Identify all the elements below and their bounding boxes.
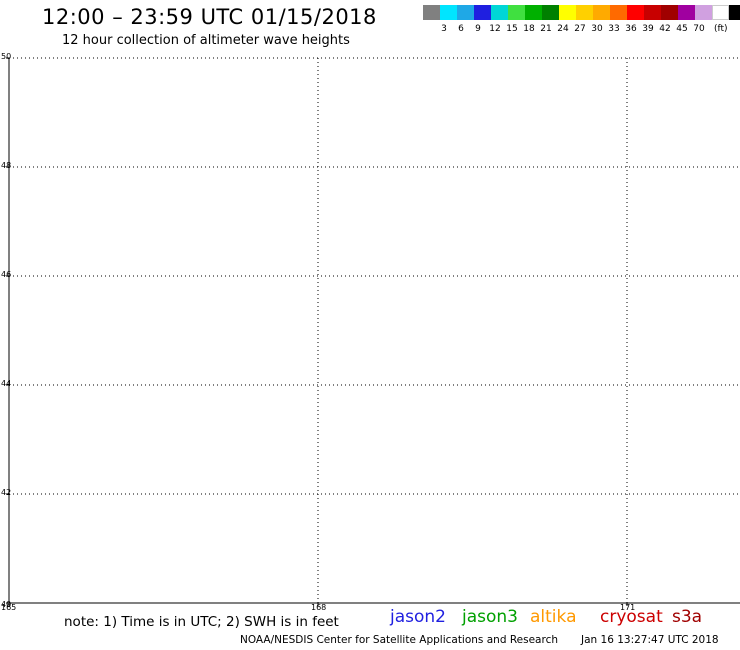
- note-text: note: 1) Time is in UTC; 2) SWH is in fe…: [64, 614, 339, 630]
- scale-swatch: [576, 5, 593, 20]
- scale-swatch: [644, 5, 661, 20]
- scale-label: 6: [458, 24, 464, 34]
- scale-label: 15: [506, 24, 518, 34]
- legend-jason3: jason3: [462, 607, 518, 627]
- scale-label: 36: [625, 24, 637, 34]
- latitude-label: 44: [1, 379, 11, 388]
- scale-label: 42: [659, 24, 671, 34]
- scale-swatch: [474, 5, 491, 20]
- scale-label: 9: [475, 24, 481, 34]
- scale-swatch: [593, 5, 610, 20]
- longitude-label: 171: [620, 603, 635, 612]
- scale-swatch: [423, 5, 440, 20]
- scale-swatch: [440, 5, 457, 20]
- latitude-label: 50: [1, 52, 11, 61]
- footer-credit: NOAA/NESDIS Center for Satellite Applica…: [240, 634, 558, 646]
- scale-swatch: [491, 5, 508, 20]
- scale-swatch: [712, 5, 729, 20]
- scale-label: 70: [693, 24, 705, 34]
- scale-label: 27: [574, 24, 586, 34]
- scale-swatch: [559, 5, 576, 20]
- longitude-label: 165: [1, 603, 16, 612]
- scale-swatch: [661, 5, 678, 20]
- scale-label: 30: [591, 24, 603, 34]
- legend-altika: altika: [530, 607, 577, 627]
- scale-label: 3: [441, 24, 447, 34]
- scale-swatch: [508, 5, 525, 20]
- legend-jason2: jason2: [390, 607, 446, 627]
- latitude-label: 46: [1, 270, 11, 279]
- legend-cryosat: cryosat: [600, 607, 663, 627]
- scale-swatch: [457, 5, 474, 20]
- scale-label: 39: [642, 24, 654, 34]
- map-subtitle: 12 hour collection of altimeter wave hei…: [62, 33, 350, 48]
- scale-swatch: [729, 5, 740, 20]
- scale-label: 24: [557, 24, 569, 34]
- scale-swatch: [678, 5, 695, 20]
- scale-unit: (ft): [714, 24, 728, 34]
- scale-label: 18: [523, 24, 535, 34]
- scale-swatch: [542, 5, 559, 20]
- scale-swatch: [525, 5, 542, 20]
- longitude-label: 168: [311, 603, 326, 612]
- latitude-label: 40: [1, 600, 11, 609]
- scale-swatch: [627, 5, 644, 20]
- map-title: 12:00 – 23:59 UTC 01/15/2018: [42, 5, 377, 29]
- scale-label: 12: [489, 24, 501, 34]
- latitude-label: 48: [1, 161, 11, 170]
- legend-s3a: s3a: [672, 607, 703, 627]
- scale-label: 21: [540, 24, 552, 34]
- footer-timestamp: Jan 16 13:27:47 UTC 2018: [581, 634, 719, 646]
- scale-label: 45: [676, 24, 688, 34]
- scale-label: 33: [608, 24, 620, 34]
- latitude-label: 42: [1, 488, 11, 497]
- scale-swatch: [695, 5, 712, 20]
- scale-swatch: [610, 5, 627, 20]
